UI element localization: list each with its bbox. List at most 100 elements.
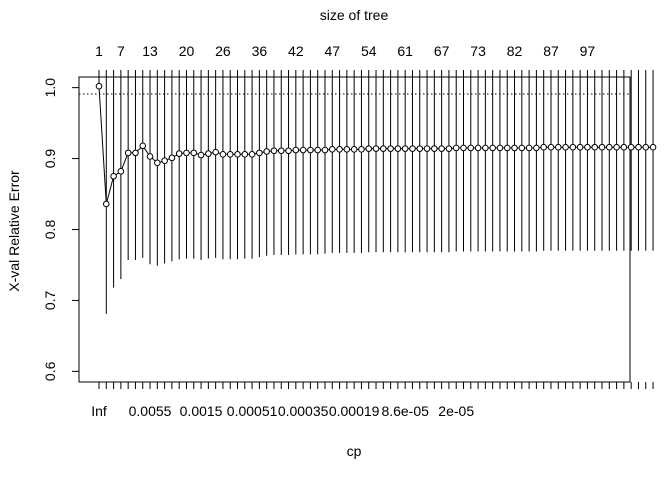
xerror-point	[438, 145, 445, 152]
top-tick-label: 13	[142, 43, 158, 59]
xerror-point	[380, 145, 387, 152]
xerror-point	[256, 149, 263, 157]
xerror-point	[183, 149, 190, 157]
xerror-point	[584, 143, 591, 151]
xerror-point	[314, 146, 322, 154]
y-tick-label: 0.8	[42, 220, 58, 240]
xerror-point	[496, 144, 504, 152]
xerror-point	[431, 145, 438, 152]
top-tick-label: 42	[288, 43, 304, 59]
xerror-point	[547, 143, 555, 151]
xerror-point	[533, 144, 540, 152]
xerror-point	[263, 148, 270, 155]
xerror-point	[292, 146, 300, 154]
xerror-point	[562, 143, 569, 151]
xerror-point	[598, 143, 606, 151]
xerror-point	[343, 146, 351, 153]
top-tick-label: 26	[215, 43, 231, 59]
y-tick-label: 1.0	[42, 78, 58, 98]
xerror-point	[606, 143, 613, 151]
top-tick-label: 47	[324, 43, 340, 59]
x-tick-label: 0.0015	[180, 403, 223, 419]
x-tick-label: 2e-05	[438, 403, 474, 419]
xerror-point	[401, 145, 409, 152]
y-tick-label: 0.6	[42, 361, 58, 381]
xerror-point	[307, 146, 314, 154]
y-tick-label: 0.7	[42, 290, 58, 310]
xerror-point	[277, 147, 285, 155]
xerror-point	[95, 82, 103, 90]
x-tick-label: 0.0055	[129, 403, 172, 419]
top-tick-label: 67	[434, 43, 450, 59]
xerror-point	[358, 146, 365, 153]
xerror-point	[285, 147, 292, 155]
xerror-point	[445, 145, 453, 152]
xerror-point	[234, 151, 241, 158]
xerror-point	[365, 145, 373, 152]
y-axis-title: X-val Relative Error	[6, 170, 22, 292]
xerror-point	[423, 145, 431, 152]
xerror-point	[591, 143, 599, 151]
top-tick-label: 97	[580, 43, 596, 59]
xerror-point	[219, 151, 227, 158]
top-tick-label: 54	[361, 43, 377, 59]
xerror-point	[467, 144, 475, 152]
top-tick-label: 1	[95, 43, 103, 59]
xerror-point	[452, 144, 460, 152]
xerror-point	[226, 151, 234, 158]
xerror-point	[328, 146, 336, 153]
xerror-point	[627, 143, 635, 151]
xerror-point	[241, 151, 249, 158]
x-tick-label: 0.00051	[227, 403, 278, 419]
xerror-point	[482, 144, 489, 152]
xerror-point	[372, 145, 380, 152]
top-axis-title: size of tree	[320, 7, 389, 23]
top-tick-label: 73	[470, 43, 486, 59]
xerror-point	[511, 144, 518, 152]
xerror-point	[576, 143, 584, 151]
xerror-point	[168, 154, 176, 162]
xerror-point	[635, 143, 642, 151]
xerror-point	[569, 143, 577, 151]
plot-layer: 0.6 0.7 0.8 0.9 1.0 Inf 0.0055 0.0015 0.00051 0.0…	[42, 43, 657, 419]
xerror-point	[212, 148, 219, 156]
x-tick-label: 8.6e-05	[381, 403, 429, 419]
xerror-point	[102, 200, 110, 208]
xerror-point	[649, 143, 657, 151]
xerror-point	[175, 150, 183, 157]
xerror-point	[416, 145, 424, 152]
xerror-point	[525, 144, 533, 152]
xerror-point	[197, 151, 205, 159]
x-tick-label: Inf	[91, 403, 107, 419]
xerror-point	[336, 146, 343, 153]
xerror-point	[394, 145, 402, 152]
xerror-point	[409, 145, 416, 152]
xerror-point	[124, 149, 132, 157]
top-tick-label: 36	[252, 43, 268, 59]
top-tick-label: 7	[117, 43, 125, 59]
xerror-point	[146, 153, 154, 160]
xerror-point	[132, 149, 139, 157]
xerror-point	[474, 144, 482, 152]
xerror-point	[642, 143, 650, 151]
xerror-point	[554, 143, 562, 151]
xerror-point	[518, 144, 526, 152]
xerror-point	[154, 159, 161, 167]
xerror-point	[460, 144, 467, 152]
xerror-point	[205, 150, 212, 157]
xerror-point	[613, 143, 620, 151]
xerror-point	[270, 147, 278, 155]
xerror-point	[161, 157, 168, 164]
xerror-point	[503, 144, 511, 152]
top-tick-label: 61	[397, 43, 413, 59]
xerror-point	[489, 144, 496, 152]
xerror-point	[620, 143, 628, 151]
x-axis-title: cp	[347, 443, 362, 459]
y-tick-label: 0.9	[42, 149, 58, 169]
xerror-point	[350, 146, 358, 153]
x-tick-label: 0.00019	[329, 403, 380, 419]
xerror-point	[110, 173, 117, 180]
xerror-point	[299, 146, 307, 154]
xerror-point	[321, 146, 329, 154]
